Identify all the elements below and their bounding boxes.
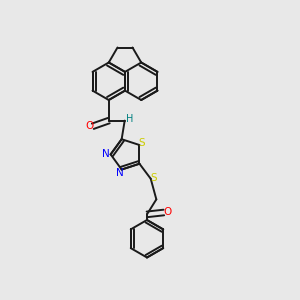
Text: O: O [164, 207, 172, 217]
Text: N: N [102, 149, 110, 159]
Text: S: S [150, 173, 157, 183]
Text: S: S [138, 138, 145, 148]
Text: H: H [126, 114, 134, 124]
Text: O: O [85, 121, 93, 131]
Text: N: N [116, 168, 124, 178]
